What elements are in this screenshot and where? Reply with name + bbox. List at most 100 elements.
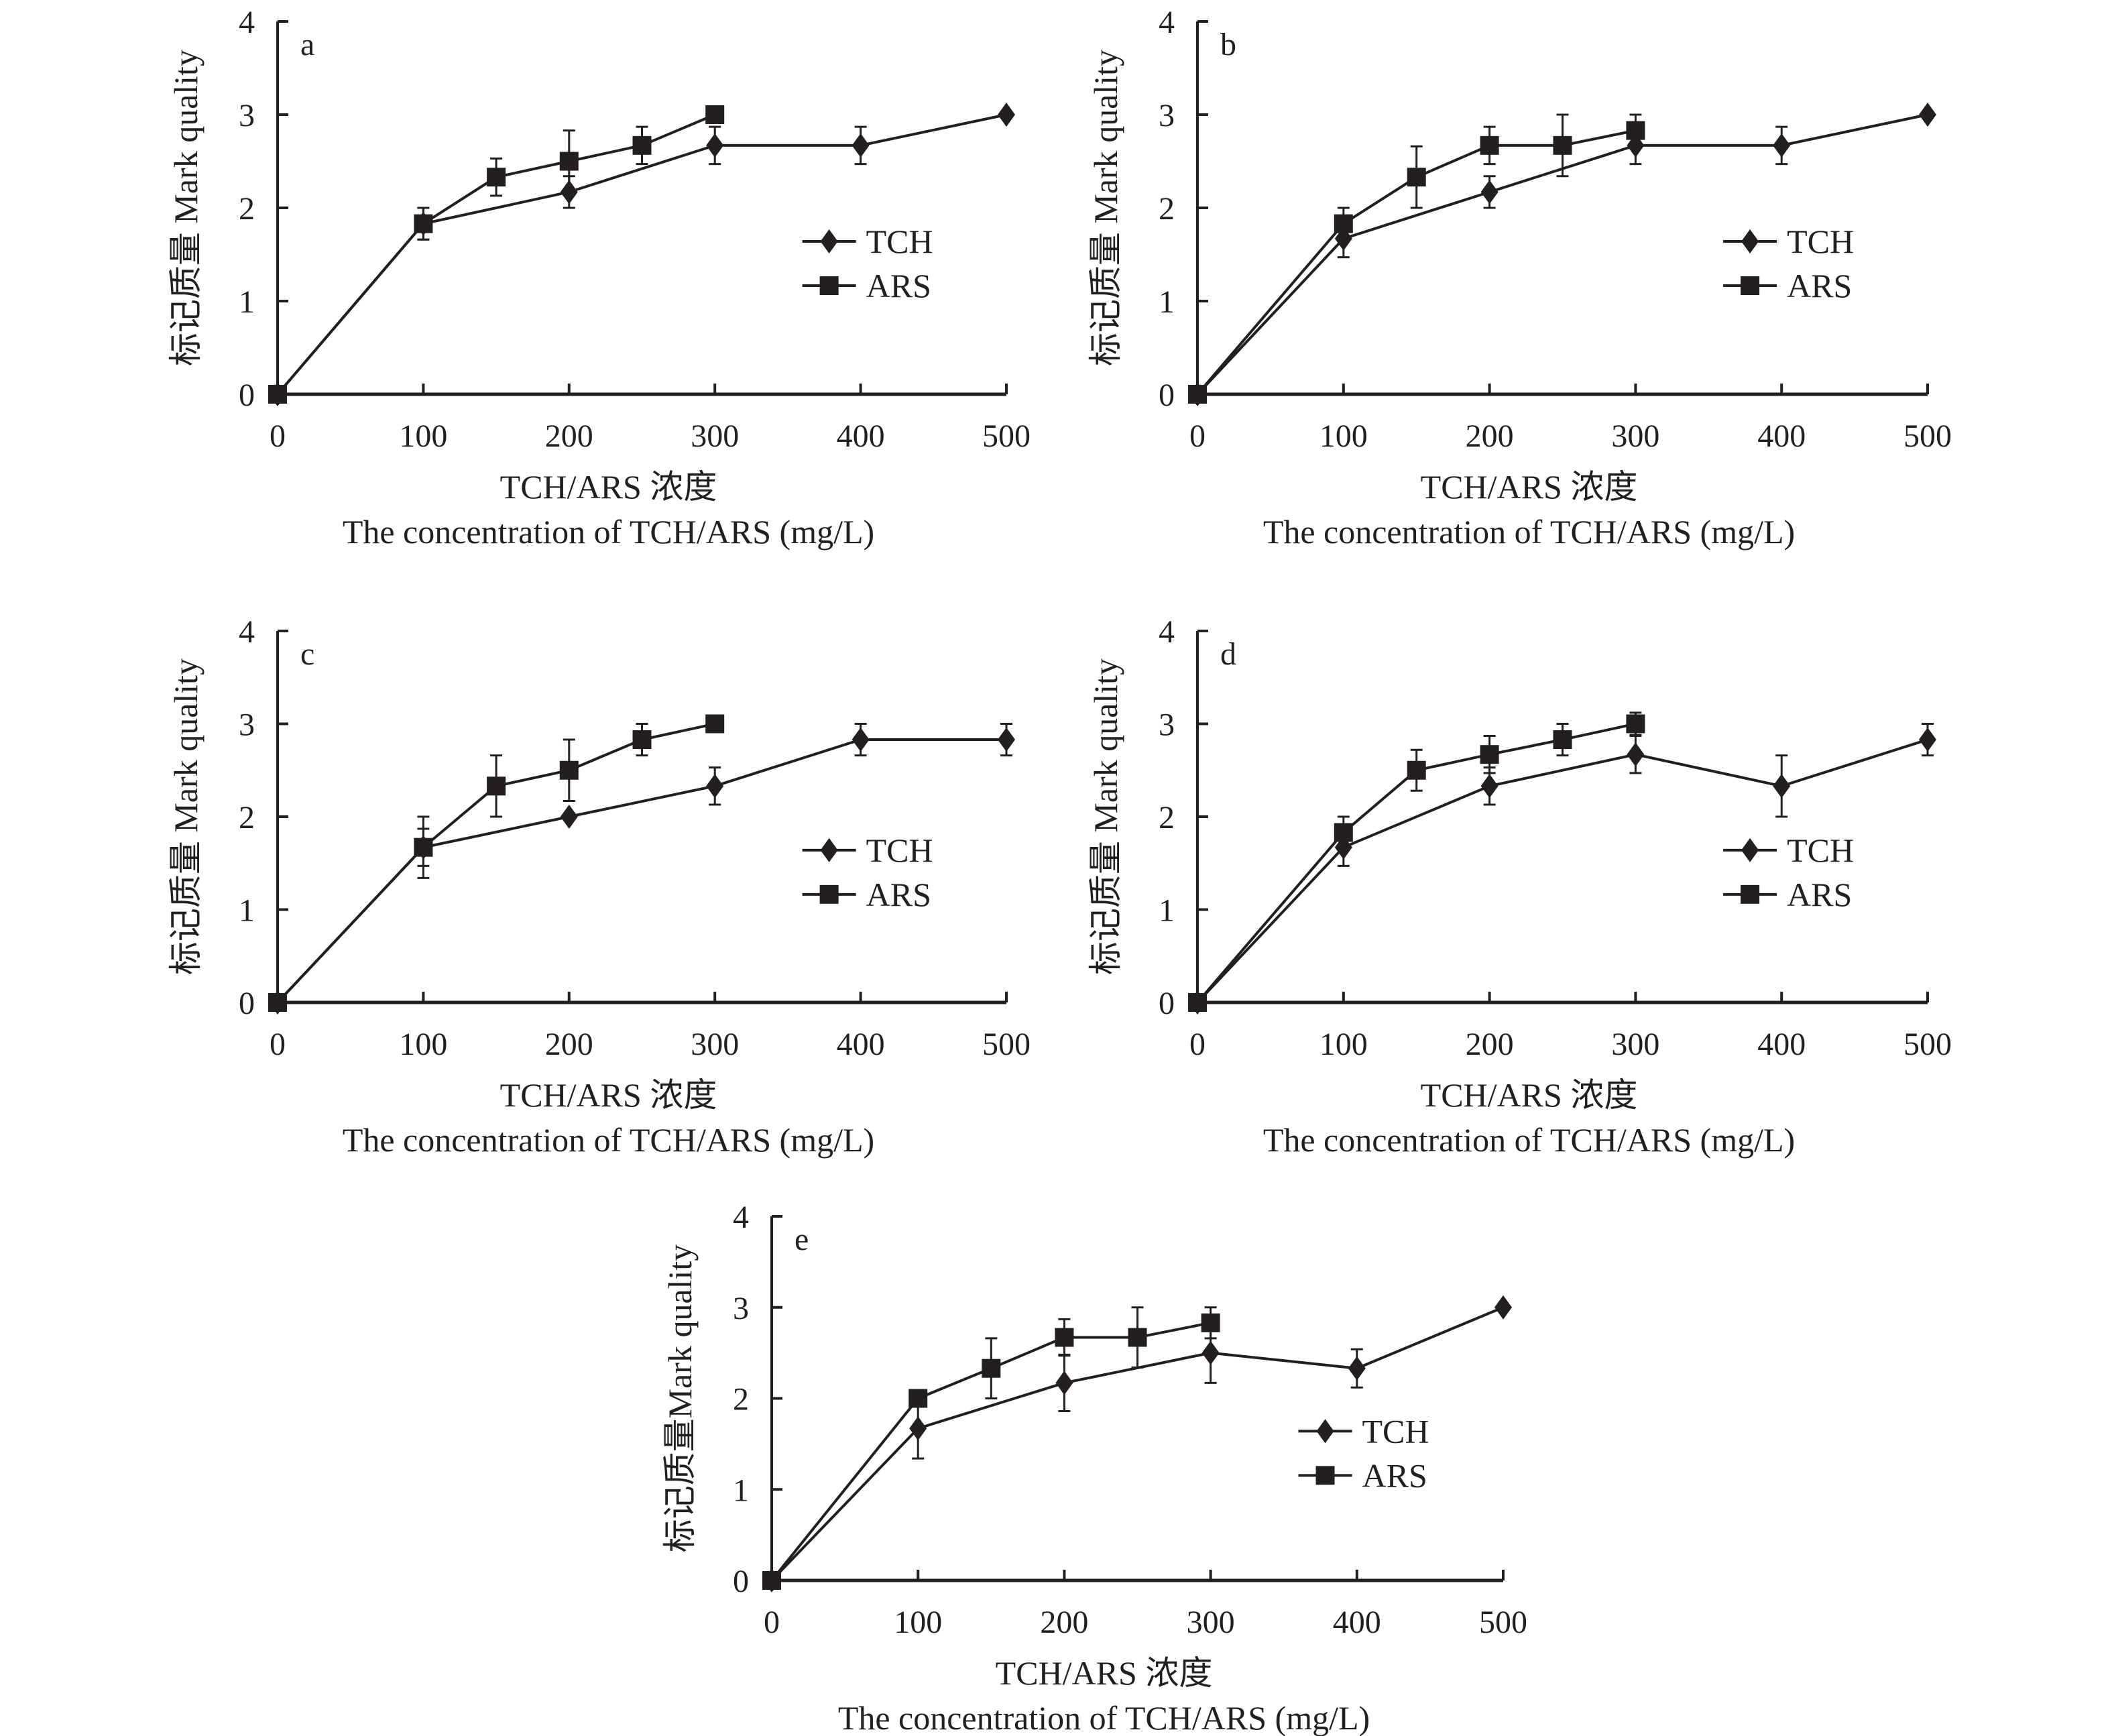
legend-square-icon [1741, 276, 1760, 296]
series-ars [268, 714, 725, 1012]
x-tick-label: 400 [837, 418, 885, 454]
data-point-diamond [1348, 1356, 1366, 1381]
data-point-square [705, 105, 725, 124]
y-tick-label: 2 [1159, 800, 1175, 835]
x-tick-label: 200 [1466, 418, 1514, 454]
legend-diamond-icon [1316, 1419, 1334, 1444]
data-point-square [1626, 714, 1645, 734]
y-tick-label: 1 [1159, 284, 1175, 320]
data-point-diamond [852, 728, 870, 752]
legend: TCH ARS [1723, 831, 1854, 913]
series-line [1196, 738, 1928, 1004]
legend-label: TCH [1787, 831, 1854, 869]
data-point-square [1188, 385, 1207, 404]
legend: TCH ARS [1723, 223, 1854, 304]
legend-label: ARS [1787, 876, 1852, 913]
legend-square-icon [1315, 1466, 1335, 1485]
x-tick-label: 200 [1040, 1605, 1088, 1640]
y-tick-label: 2 [239, 191, 255, 227]
x-tick-label: 100 [1319, 1027, 1368, 1062]
data-point-square [1407, 168, 1426, 187]
y-tick-label: 0 [239, 986, 255, 1021]
data-point-square [1480, 135, 1499, 155]
legend: TCH ARS [802, 223, 933, 304]
series-line [1196, 722, 1636, 1004]
legend-label: ARS [866, 876, 931, 913]
y-tick-label: 3 [239, 98, 255, 133]
y-tick-label: 4 [1159, 614, 1175, 650]
data-point-diamond [909, 1416, 927, 1441]
y-axis-label: 标记质量Mark quality [661, 1245, 699, 1553]
x-tick-label: 400 [1757, 418, 1806, 454]
y-tick-label: 1 [733, 1472, 749, 1508]
data-point-square [1480, 745, 1499, 764]
data-point-square [1626, 121, 1645, 140]
legend-diamond-icon [820, 837, 838, 862]
x-tick-label: 0 [1189, 1027, 1206, 1062]
series-tch [1189, 723, 1936, 1015]
y-tick-label: 0 [239, 378, 255, 413]
x-axis-label-en: The concentration of TCH/ARS (mg/L) [838, 1699, 1370, 1736]
x-axis-label-cn: TCH/ARS 浓度 [500, 1076, 717, 1114]
data-point-square [1334, 823, 1353, 842]
data-point-diamond [706, 774, 724, 799]
data-point-diamond [1919, 103, 1936, 127]
y-tick-label: 4 [239, 5, 255, 40]
x-axis-label-cn: TCH/ARS 浓度 [1421, 468, 1638, 506]
y-tick-label: 3 [1159, 98, 1175, 133]
x-tick-label: 300 [1611, 418, 1659, 454]
y-tick-label: 3 [239, 707, 255, 743]
x-tick-label: 500 [1479, 1605, 1527, 1640]
y-tick-label: 3 [1159, 707, 1175, 743]
y-tick-label: 2 [239, 800, 255, 835]
series-tch [269, 723, 1015, 1015]
x-tick-label: 500 [1903, 418, 1952, 454]
x-axis-label-cn: TCH/ARS 浓度 [500, 468, 717, 506]
legend-label: TCH [866, 831, 933, 869]
data-point-square [632, 135, 652, 155]
data-point-diamond [1919, 728, 1936, 752]
panel-e: 0 1 2 3 4 0 100 200 300 400 500 e 标记质量Mark quality TC… [661, 1200, 1527, 1736]
x-axis-label-cn: TCH/ARS 浓度 [1421, 1076, 1638, 1114]
data-point-diamond [998, 728, 1015, 752]
data-point-diamond [1773, 133, 1791, 158]
panel-letter: c [300, 636, 314, 672]
data-point-diamond [1494, 1295, 1512, 1320]
y-tick-label: 1 [1159, 893, 1175, 929]
x-tick-label: 0 [1189, 418, 1206, 454]
data-point-square [414, 214, 433, 233]
data-point-square [487, 168, 506, 187]
y-axis-label: 标记质量 Mark quality [1087, 50, 1124, 366]
data-point-square [1055, 1328, 1074, 1347]
panel-c: 0 1 2 3 4 0 100 200 300 400 500 c 标记质量 Mark quality T… [167, 614, 1031, 1159]
data-point-square [559, 760, 579, 780]
x-tick-label: 500 [982, 418, 1031, 454]
legend-diamond-icon [1741, 837, 1759, 862]
panel-letter: a [300, 27, 314, 62]
x-tick-label: 300 [691, 1027, 739, 1062]
x-tick-label: 100 [399, 1027, 447, 1062]
x-axis-label-en: The concentration of TCH/ARS (mg/L) [1263, 1121, 1795, 1159]
x-tick-label: 0 [270, 418, 286, 454]
data-point-diamond [852, 133, 870, 158]
series-line [770, 1321, 1211, 1582]
legend-square-icon [1741, 884, 1760, 904]
data-point-square [268, 993, 287, 1012]
y-tick-label: 0 [1159, 378, 1175, 413]
legend: TCH ARS [802, 831, 933, 913]
x-tick-label: 400 [837, 1027, 885, 1062]
data-point-square [487, 776, 506, 796]
data-point-diamond [1773, 774, 1791, 799]
panel-letter: b [1220, 27, 1236, 62]
data-point-diamond [560, 805, 578, 829]
data-point-diamond [1480, 180, 1499, 205]
legend-label: ARS [1362, 1456, 1427, 1494]
data-point-diamond [1480, 774, 1499, 799]
x-tick-label: 100 [894, 1605, 942, 1640]
panel-letter: e [795, 1222, 809, 1257]
x-tick-label: 200 [1466, 1027, 1514, 1062]
y-tick-label: 4 [239, 614, 255, 650]
data-point-diamond [706, 133, 724, 158]
x-tick-label: 500 [1903, 1027, 1952, 1062]
